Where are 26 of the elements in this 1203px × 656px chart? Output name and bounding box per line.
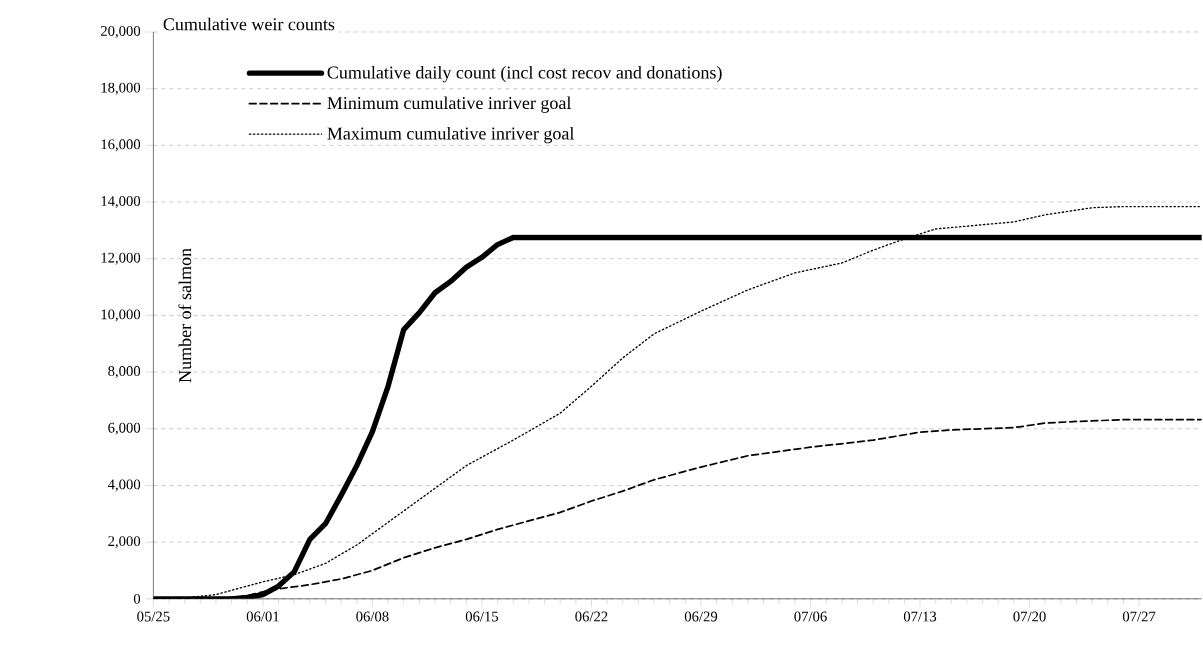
y-tick-label: 12,000 (101, 252, 141, 265)
legend-label: Cumulative daily count (incl cost recov and donations) (327, 65, 722, 83)
y-tick-label: 10,000 (101, 309, 141, 322)
y-axis-title: Number of salmon (178, 248, 192, 383)
x-tick-label: 06/15 (465, 611, 499, 622)
y-tick-label: 16,000 (101, 139, 141, 152)
x-tick-label: 06/08 (356, 611, 389, 622)
y-tick-label: 20,000 (100, 25, 141, 38)
x-tick-label: 05/25 (137, 611, 170, 622)
y-tick-label: 6,000 (108, 422, 141, 435)
x-tick-label: 06/29 (684, 611, 718, 622)
legend-label: Minimum cumulative inriver goal (327, 96, 572, 113)
x-tick-label: 06/01 (246, 611, 279, 622)
y-tick-label: 4,000 (107, 479, 141, 492)
y-tick-label: 0 (133, 593, 141, 604)
x-tick-label: 07/06 (794, 611, 827, 622)
y-tick-label: 18,000 (101, 82, 141, 95)
y-tick-label: 14,000 (101, 195, 141, 208)
x-tick-label: 07/27 (1122, 611, 1156, 622)
x-tick-label: 06/22 (575, 611, 608, 622)
x-tick-label: 07/20 (1013, 611, 1046, 622)
x-tick-label: 07/13 (903, 611, 937, 622)
legend-label: Maximum cumulative inriver goal (327, 126, 575, 144)
chart-title: Cumulative weir counts (163, 17, 335, 31)
y-tick-label: 8,000 (108, 366, 141, 379)
y-tick-label: 2,000 (108, 536, 141, 549)
